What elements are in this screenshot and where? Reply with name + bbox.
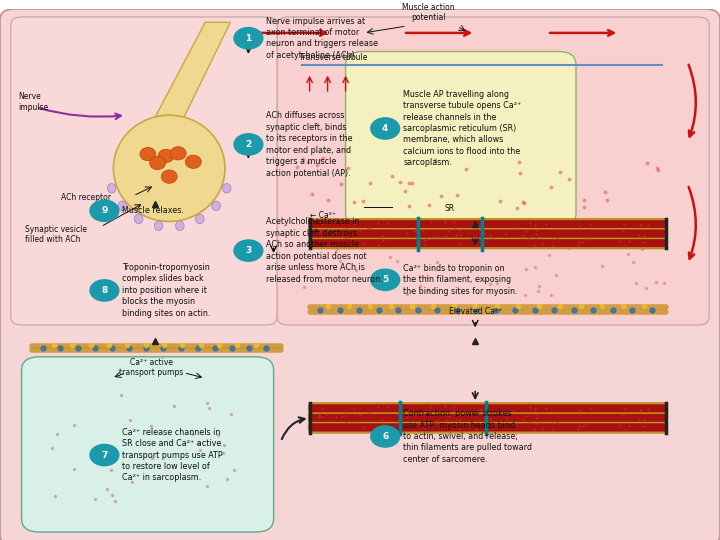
FancyBboxPatch shape xyxy=(277,17,709,325)
Ellipse shape xyxy=(107,184,116,193)
FancyBboxPatch shape xyxy=(309,220,667,228)
Circle shape xyxy=(234,28,263,49)
Ellipse shape xyxy=(118,201,127,211)
FancyBboxPatch shape xyxy=(309,422,667,433)
Text: 3: 3 xyxy=(246,246,251,255)
Text: Synaptic vesicle
filled with ACh: Synaptic vesicle filled with ACh xyxy=(25,225,87,245)
Circle shape xyxy=(90,444,119,465)
Circle shape xyxy=(90,280,119,301)
Ellipse shape xyxy=(161,170,177,183)
Ellipse shape xyxy=(176,221,184,231)
FancyBboxPatch shape xyxy=(309,424,667,431)
FancyBboxPatch shape xyxy=(309,218,667,230)
Text: ACh diffuses across
synaptic cleft, binds
to its receptors in the
motor end plat: ACh diffuses across synaptic cleft, bind… xyxy=(266,111,353,178)
Text: Transverse tubule: Transverse tubule xyxy=(299,53,367,62)
Text: Ca²⁺ active
transport pumps: Ca²⁺ active transport pumps xyxy=(119,357,184,377)
Circle shape xyxy=(371,118,400,139)
Text: Nerve impulse arrives at
axon terminal of motor
neuron and triggers release
of a: Nerve impulse arrives at axon terminal o… xyxy=(266,17,379,60)
Text: Acetylcholinesterase in
synaptic cleft destroys
ACh so another muscle
action pot: Acetylcholinesterase in synaptic cleft d… xyxy=(266,218,383,284)
FancyBboxPatch shape xyxy=(309,402,667,414)
Ellipse shape xyxy=(222,184,231,193)
Ellipse shape xyxy=(140,147,156,161)
Ellipse shape xyxy=(158,149,174,163)
Text: 9: 9 xyxy=(102,206,107,215)
Ellipse shape xyxy=(134,214,143,224)
Text: 5: 5 xyxy=(382,275,388,285)
Text: Muscle AP travelling along
transverse tubule opens Ca²⁺
release channels in the
: Muscle AP travelling along transverse tu… xyxy=(403,90,521,167)
Ellipse shape xyxy=(150,157,166,170)
FancyBboxPatch shape xyxy=(346,51,576,227)
Text: Elevated Ca²⁺: Elevated Ca²⁺ xyxy=(449,307,502,316)
FancyBboxPatch shape xyxy=(309,239,667,247)
Ellipse shape xyxy=(185,155,201,168)
Text: Contraction: power strokes
use ATP; myosin heads bind
to actin, swivel, and rele: Contraction: power strokes use ATP; myos… xyxy=(403,409,532,464)
Text: 4: 4 xyxy=(382,124,388,133)
Text: 6: 6 xyxy=(382,432,388,441)
FancyBboxPatch shape xyxy=(309,404,667,412)
Text: 1: 1 xyxy=(246,33,251,43)
Ellipse shape xyxy=(212,201,220,211)
Text: ← Ca²⁺: ← Ca²⁺ xyxy=(310,211,336,220)
Text: SR: SR xyxy=(445,204,455,213)
FancyBboxPatch shape xyxy=(11,17,277,325)
Circle shape xyxy=(371,426,400,447)
Text: Troponin-tropomyosin
complex slides back
into position where it
blocks the myosi: Troponin-tropomyosin complex slides back… xyxy=(122,263,211,318)
FancyBboxPatch shape xyxy=(309,230,667,238)
Circle shape xyxy=(90,200,119,221)
FancyBboxPatch shape xyxy=(309,228,667,239)
Text: Ca²⁺ binds to troponin on
the thin filament, exposing
the binding sites for myos: Ca²⁺ binds to troponin on the thin filam… xyxy=(403,264,518,296)
FancyBboxPatch shape xyxy=(0,9,720,540)
Ellipse shape xyxy=(196,214,204,224)
Polygon shape xyxy=(155,22,230,118)
FancyBboxPatch shape xyxy=(309,414,667,422)
Text: ACh receptor: ACh receptor xyxy=(61,193,111,202)
FancyBboxPatch shape xyxy=(22,357,274,532)
Text: 8: 8 xyxy=(102,286,107,295)
Text: Muscle relaxes.: Muscle relaxes. xyxy=(122,206,184,215)
Text: Muscle action
potential: Muscle action potential xyxy=(402,3,455,22)
Ellipse shape xyxy=(171,147,186,160)
Text: 2: 2 xyxy=(246,140,251,149)
Text: Nerve
impulse: Nerve impulse xyxy=(18,92,48,112)
Ellipse shape xyxy=(113,115,225,221)
Circle shape xyxy=(234,134,263,155)
Ellipse shape xyxy=(154,221,163,231)
Circle shape xyxy=(371,269,400,291)
Circle shape xyxy=(234,240,263,261)
FancyBboxPatch shape xyxy=(309,412,667,424)
Text: 7: 7 xyxy=(102,450,107,460)
Text: Ca²⁺ release channels in
SR close and Ca²⁺ active
transport pumps use ATP
to res: Ca²⁺ release channels in SR close and Ca… xyxy=(122,428,223,482)
FancyBboxPatch shape xyxy=(309,238,667,249)
